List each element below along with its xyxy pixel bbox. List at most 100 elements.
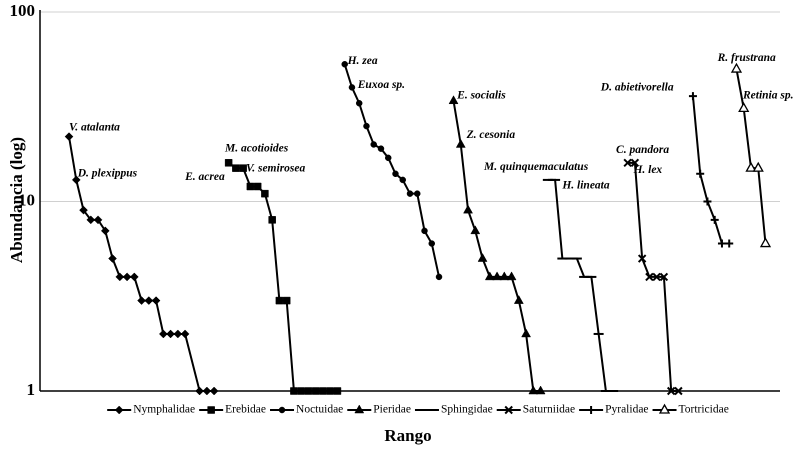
data-point <box>506 271 517 281</box>
data-point <box>377 145 385 152</box>
data-point <box>290 387 298 395</box>
annotation: V. semirosea <box>246 162 305 174</box>
data-point <box>738 102 750 113</box>
data-point <box>261 189 269 198</box>
data-point <box>428 240 436 247</box>
data-point <box>297 387 305 395</box>
data-point <box>232 164 240 172</box>
series-line <box>228 162 338 392</box>
data-point <box>384 154 392 162</box>
data-point <box>717 239 726 248</box>
data-point <box>392 170 399 177</box>
annotation: R. frustrana <box>717 52 776 64</box>
data-point <box>282 296 291 305</box>
data-point <box>645 272 654 282</box>
data-point <box>674 386 683 396</box>
data-point <box>64 132 74 141</box>
legend-marker <box>207 406 215 414</box>
y-axis-label: Abundancia (log) <box>7 137 26 263</box>
data-point <box>348 84 356 91</box>
legend-marker <box>114 405 124 415</box>
data-point <box>79 205 88 215</box>
data-point <box>421 227 428 235</box>
series-line <box>627 161 679 392</box>
data-point <box>180 329 190 339</box>
data-point <box>86 215 96 225</box>
legend-marker <box>504 405 513 415</box>
legend-marker <box>658 403 671 414</box>
data-point <box>370 141 377 148</box>
annotation: Z. cesonia <box>466 129 516 141</box>
data-point <box>406 190 414 197</box>
annotation: D. plexippus <box>77 167 138 179</box>
legend-item: Pyralidae <box>579 404 649 416</box>
data-point <box>144 296 154 305</box>
series-line <box>691 95 730 245</box>
annotation: E. socialis <box>456 90 506 102</box>
data-point <box>100 226 110 236</box>
legend-item: Saturniidae <box>496 404 575 416</box>
data-point <box>209 386 219 396</box>
y-tick-label: 10 <box>18 190 35 209</box>
data-point <box>304 387 313 395</box>
series-line <box>547 178 614 392</box>
annotation: Euxoa sp. <box>357 79 405 91</box>
legend-label: Sphingidae <box>441 404 493 416</box>
data-point <box>745 161 757 172</box>
data-point <box>166 329 175 339</box>
annotation: M. quinquemaculatus <box>483 161 589 173</box>
legend-label: Erebidae <box>225 404 266 416</box>
series-line <box>452 100 541 392</box>
legend-marker <box>587 406 596 414</box>
data-point <box>499 271 510 281</box>
data-point <box>659 272 669 282</box>
data-point <box>195 386 204 396</box>
series-line <box>343 63 440 278</box>
data-point <box>326 387 334 395</box>
data-point <box>355 100 363 107</box>
data-point <box>637 254 647 263</box>
data-point <box>363 122 370 130</box>
data-point <box>129 272 139 282</box>
legend-item: Sphingidae <box>414 404 493 416</box>
data-point <box>275 296 284 305</box>
legend-marker <box>278 406 286 414</box>
data-point <box>455 138 466 148</box>
data-point <box>688 92 697 101</box>
data-point <box>535 385 546 395</box>
annotation: H. lex <box>632 164 662 176</box>
data-point <box>108 254 117 263</box>
legend-label: Pieridae <box>373 404 411 416</box>
data-point <box>513 295 524 304</box>
data-point <box>158 329 168 339</box>
annotation: C. pandora <box>616 144 669 156</box>
data-point <box>173 329 183 339</box>
data-point <box>311 387 320 395</box>
data-point <box>492 271 502 281</box>
data-point <box>151 296 161 305</box>
data-point <box>521 328 532 338</box>
data-point <box>630 158 640 168</box>
legend-label: Saturniidae <box>523 404 575 416</box>
data-point <box>710 215 719 224</box>
data-point <box>341 61 348 68</box>
data-point <box>703 197 712 206</box>
data-point <box>652 272 661 282</box>
data-point <box>666 386 676 396</box>
data-point <box>399 176 406 184</box>
data-point <box>93 215 103 225</box>
legend-label: Pyralidae <box>605 404 648 416</box>
data-point <box>224 159 233 167</box>
data-point <box>414 190 421 197</box>
data-point <box>202 386 212 396</box>
data-point <box>253 182 262 191</box>
annotation: Retinia sp. <box>742 90 793 102</box>
data-point <box>725 239 734 248</box>
legend-item: Nymphalidae <box>107 404 195 416</box>
legend-label: Nymphalidae <box>133 404 195 416</box>
annotation: V. atalanta <box>69 121 120 133</box>
legend-item: Erebidae <box>199 404 266 416</box>
data-point <box>696 169 705 178</box>
